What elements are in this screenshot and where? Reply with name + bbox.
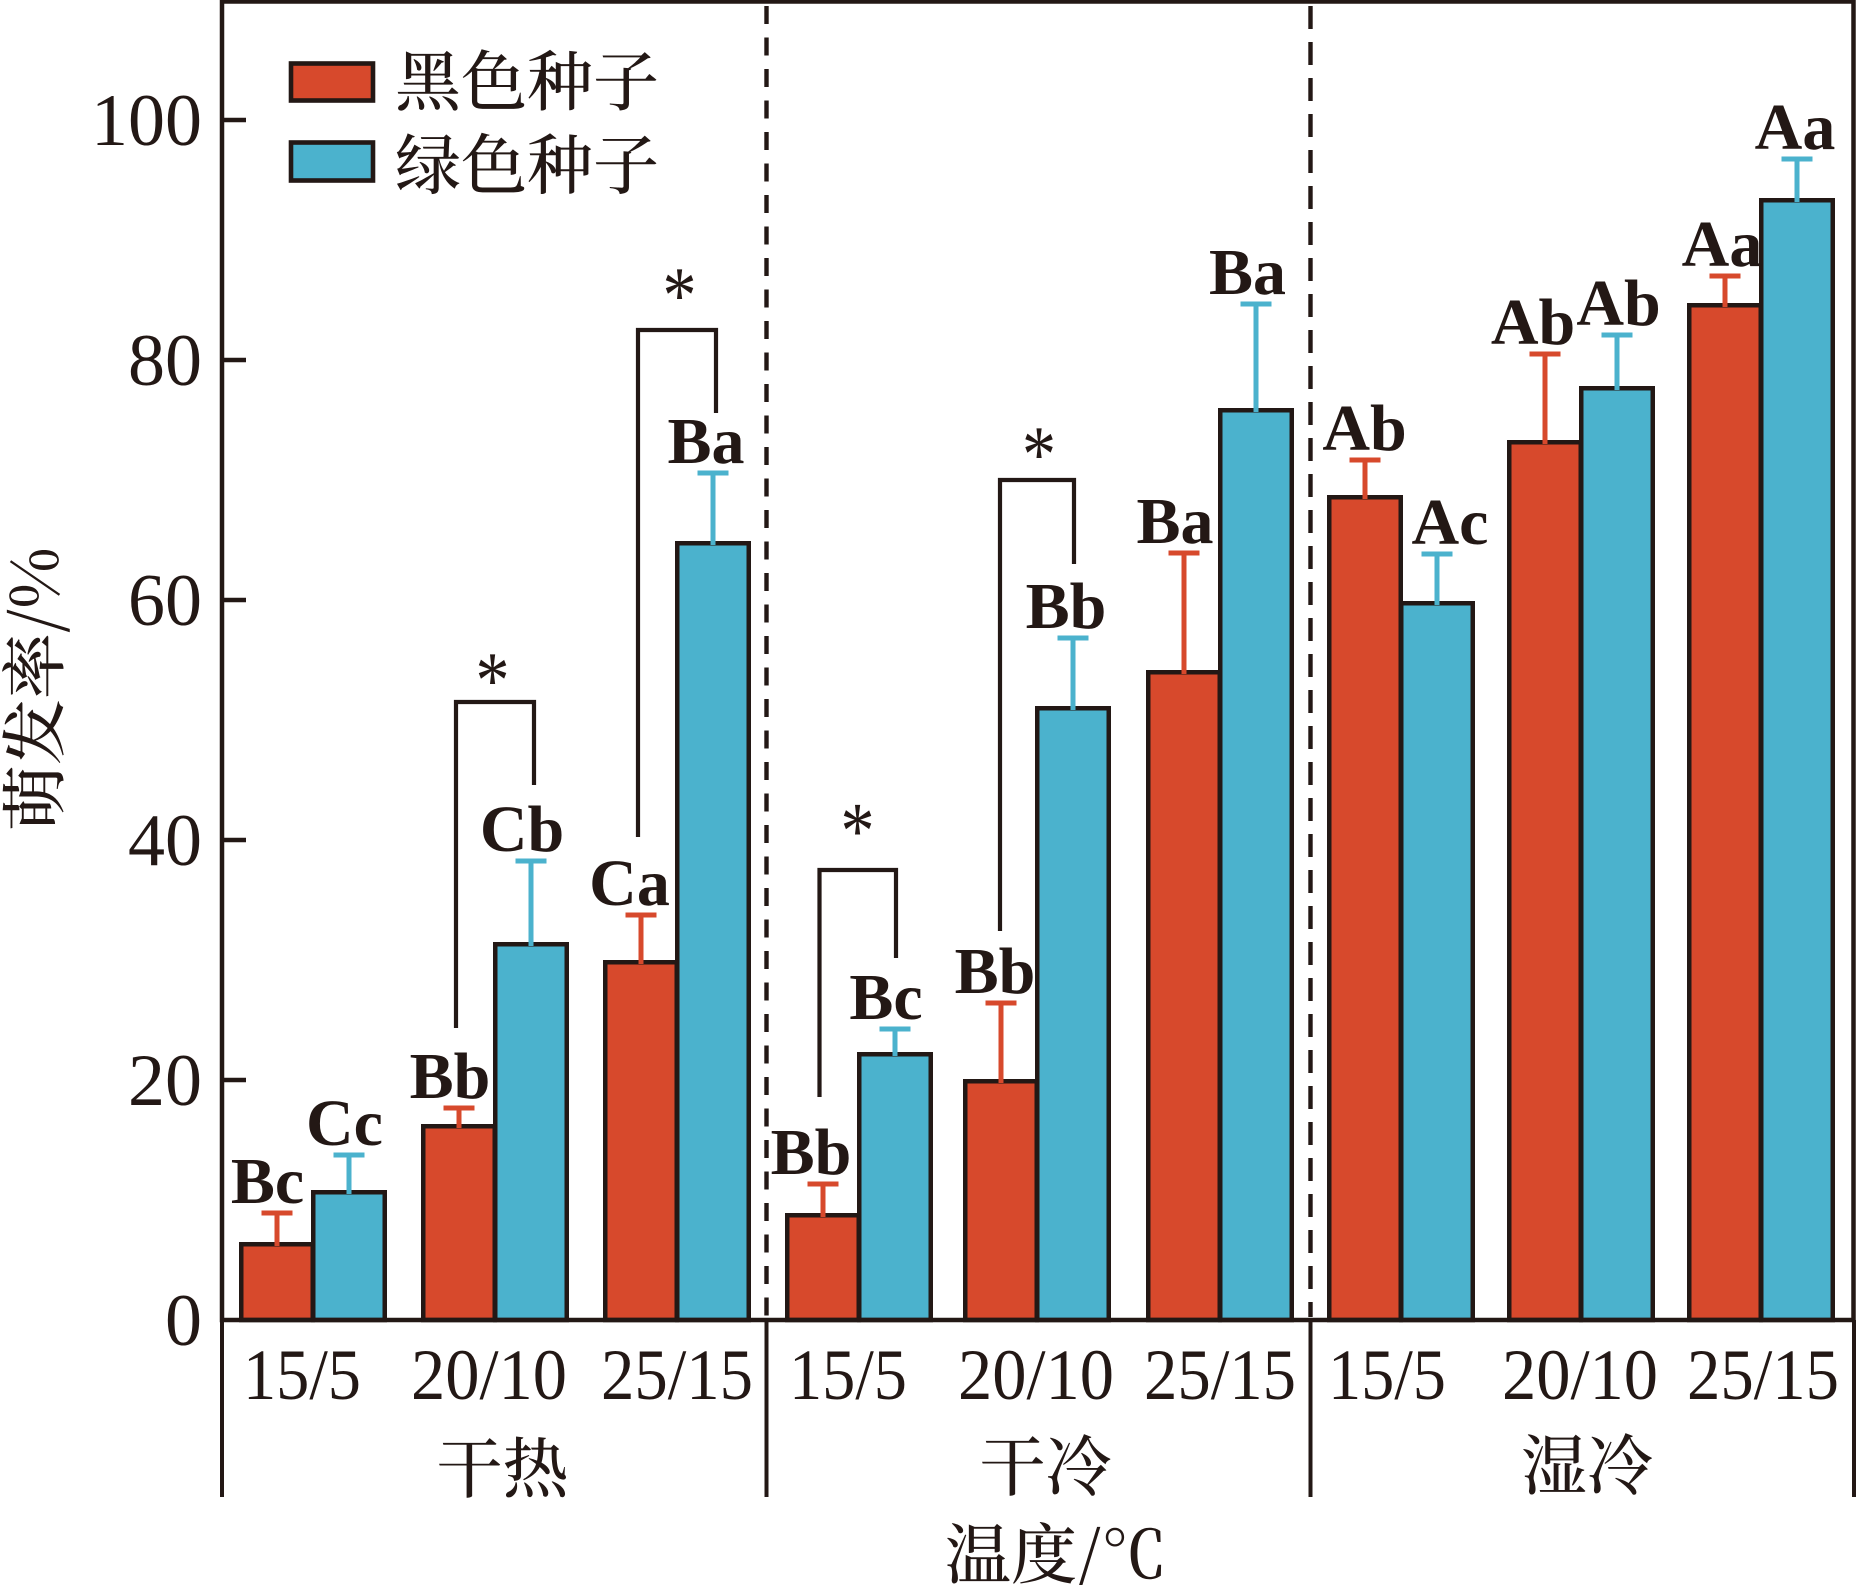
svg-text:15/5: 15/5 [789,1335,907,1415]
svg-text:Ba: Ba [1209,236,1286,309]
svg-text:15/5: 15/5 [243,1335,361,1415]
svg-text:25/15: 25/15 [601,1335,753,1415]
svg-text:*: * [840,788,874,876]
svg-text:100: 100 [91,80,202,162]
svg-text:*: * [1022,411,1056,499]
svg-text:Cc: Cc [306,1087,383,1160]
svg-text:Ab: Ab [1322,392,1406,465]
svg-text:20/10: 20/10 [958,1335,1114,1415]
svg-text:Bc: Bc [231,1145,304,1218]
svg-text:Cb: Cb [480,793,564,866]
svg-text:*: * [662,252,696,340]
svg-text:40: 40 [128,800,202,882]
svg-text:60: 60 [128,560,202,642]
svg-text:25/15: 25/15 [1687,1335,1839,1415]
svg-text:15/5: 15/5 [1328,1335,1446,1415]
svg-text:Bb: Bb [955,935,1036,1008]
svg-text:20/10: 20/10 [411,1335,567,1415]
svg-text:Aa: Aa [1755,91,1836,164]
svg-text:Ab: Ab [1576,267,1660,340]
svg-text:Ca: Ca [589,847,670,920]
svg-text:80: 80 [128,320,202,402]
svg-text:0: 0 [165,1280,202,1362]
svg-text:Bc: Bc [849,961,922,1034]
svg-text:25/15: 25/15 [1144,1335,1296,1415]
svg-text:Aa: Aa [1682,208,1763,281]
svg-text:Ab: Ab [1491,286,1575,359]
svg-text:Ac: Ac [1412,486,1489,559]
svg-text:Ba: Ba [667,405,744,478]
svg-text:Bb: Bb [1026,570,1107,643]
svg-text:Bb: Bb [410,1040,491,1113]
svg-text:Ba: Ba [1136,485,1213,558]
svg-text:Bb: Bb [771,1116,852,1189]
svg-text:*: * [475,637,509,725]
svg-text:20: 20 [128,1040,202,1122]
svg-text:20/10: 20/10 [1502,1335,1658,1415]
